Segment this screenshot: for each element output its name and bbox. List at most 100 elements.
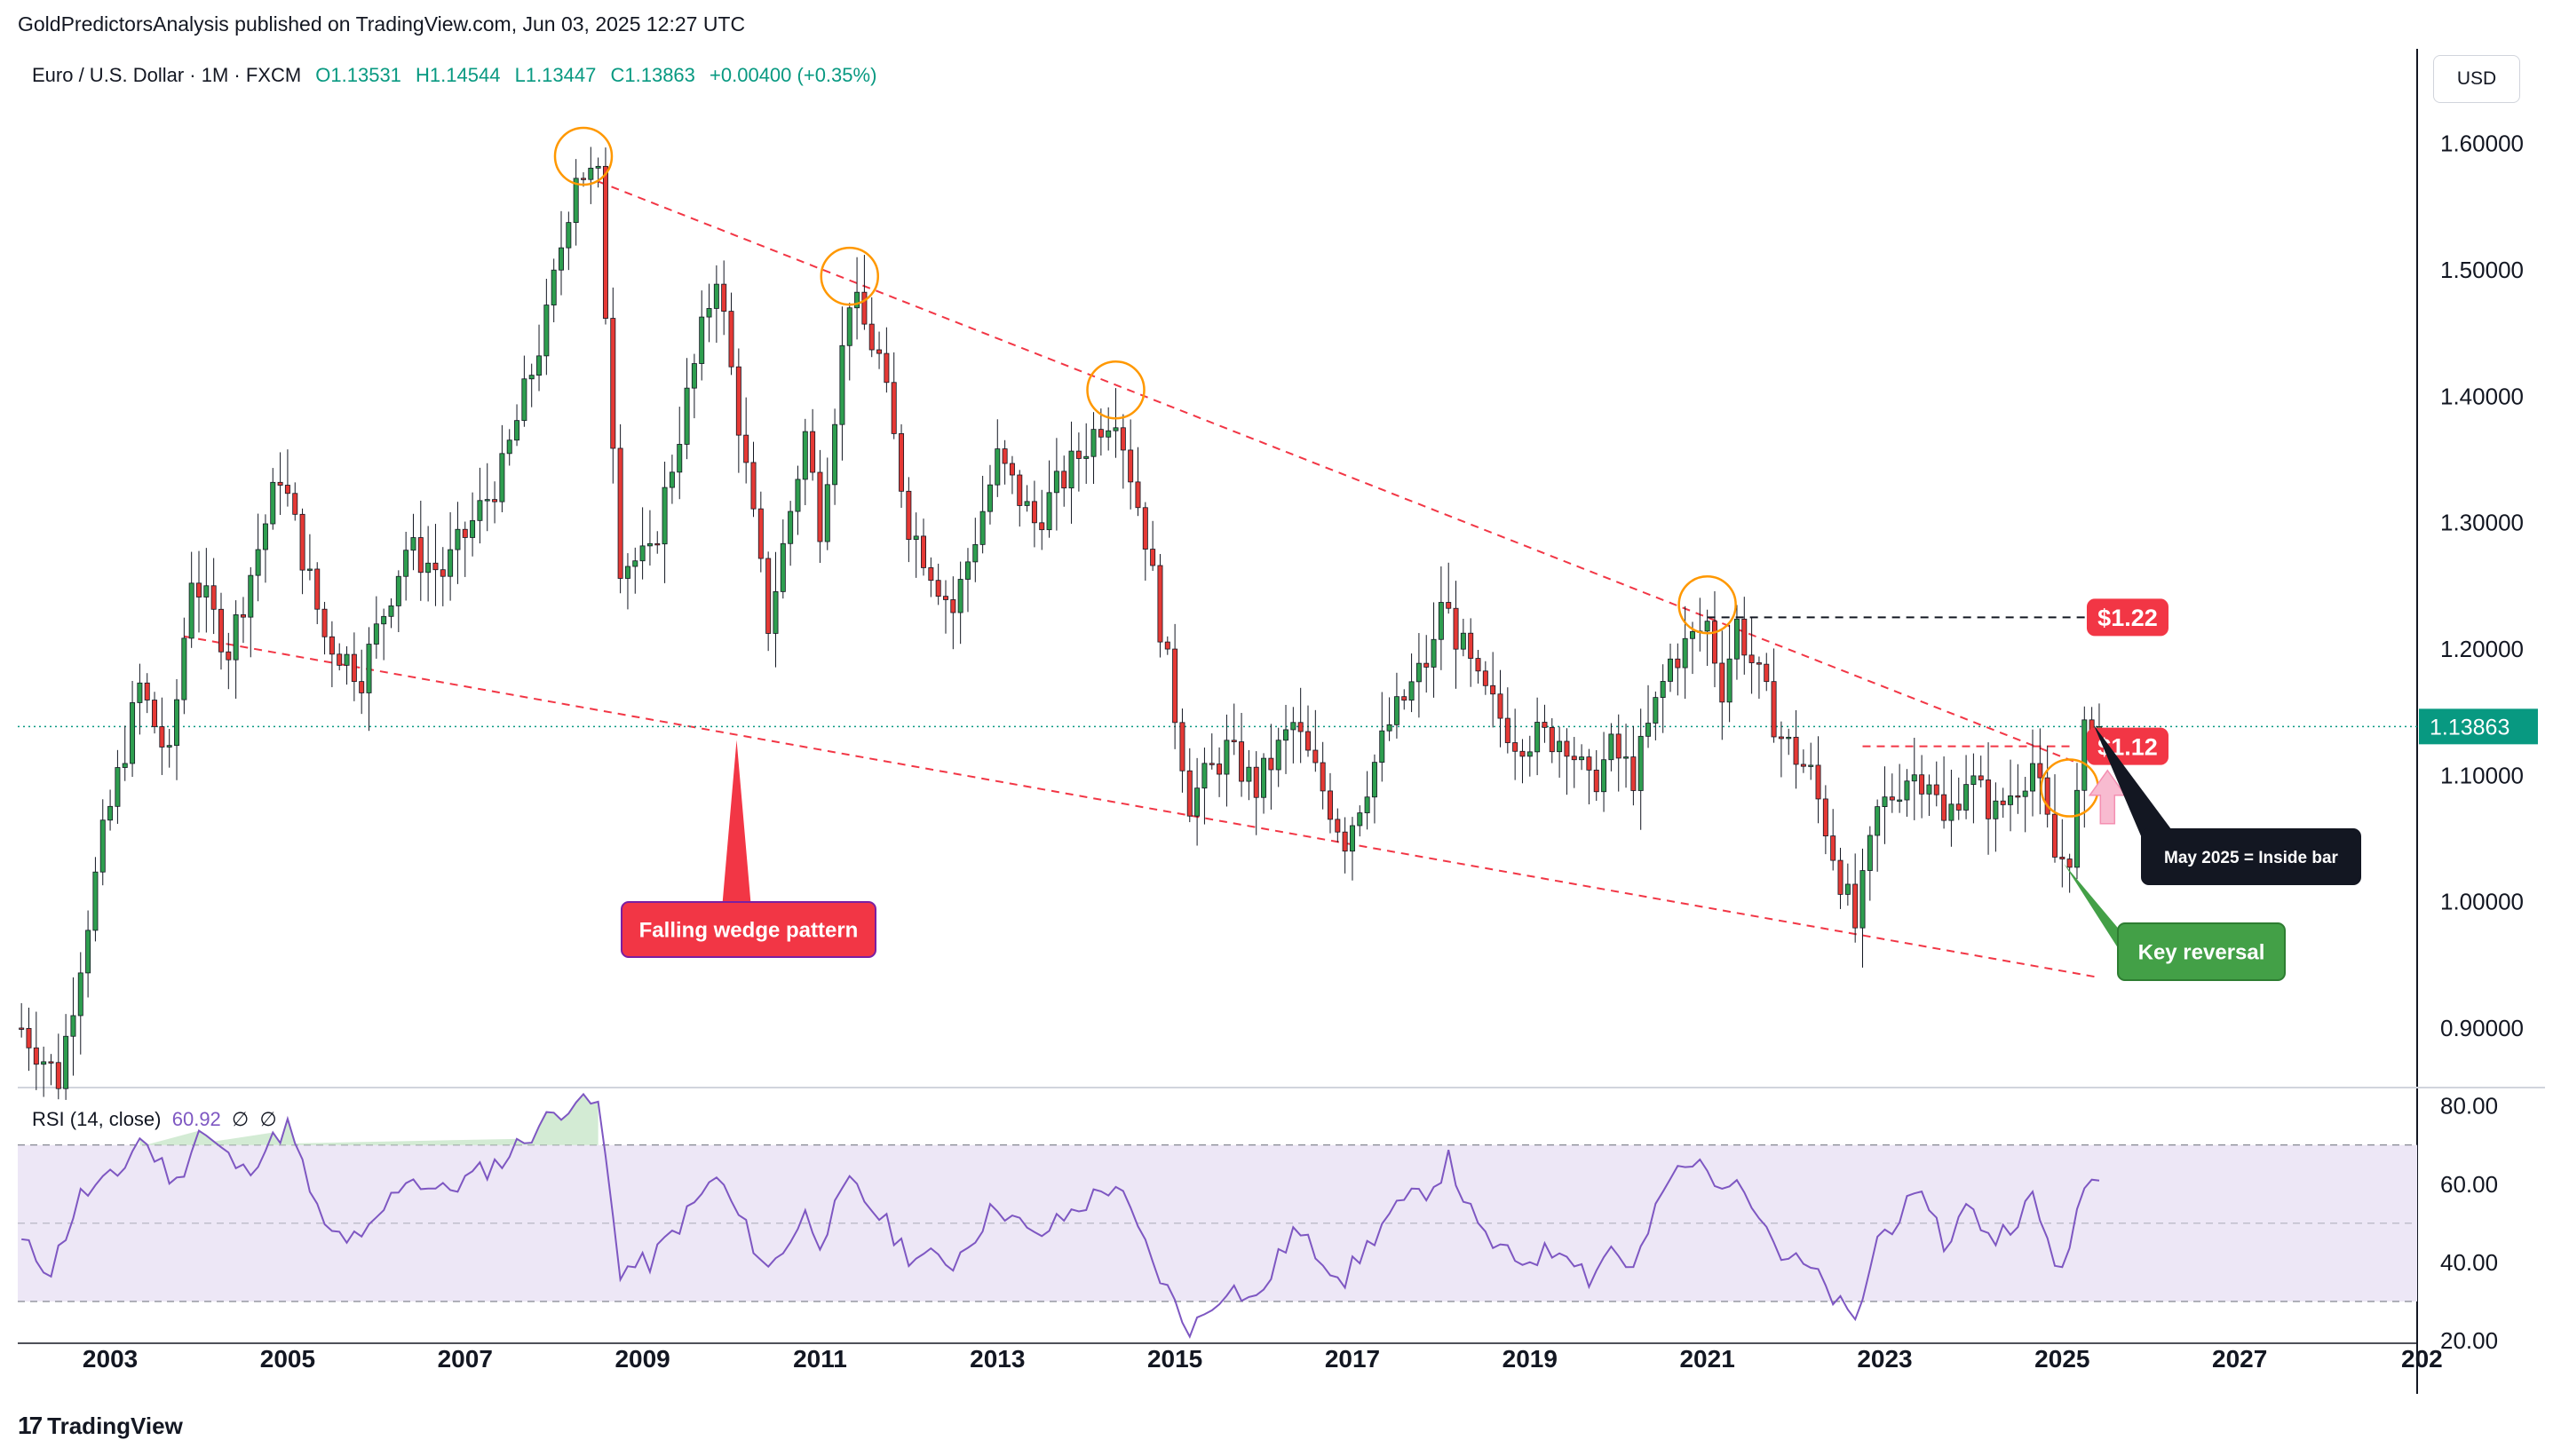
candle-body <box>1438 602 1444 640</box>
footer-branding[interactable]: 17 TradingView <box>18 1412 183 1440</box>
candle-body <box>773 590 779 634</box>
candle-body <box>1986 779 1992 819</box>
candle-body <box>1061 471 1067 489</box>
candle-body <box>581 178 586 180</box>
candle <box>1593 749 1599 802</box>
candle-body <box>1615 733 1621 759</box>
currency-button[interactable]: USD <box>2433 55 2520 103</box>
candle-body <box>735 366 741 436</box>
candle-body <box>1970 775 1977 786</box>
candle-body <box>1239 741 1245 782</box>
candle-body <box>484 499 490 502</box>
symbol-line: Euro / U.S. Dollar · 1M · FXCM O1.13531 … <box>32 64 876 87</box>
candle-body <box>1371 762 1377 798</box>
candle-body <box>1549 726 1555 753</box>
candle-body <box>344 653 350 666</box>
candle-body <box>832 423 838 486</box>
candle-body <box>1786 736 1792 740</box>
publisher-line: GoldPredictorsAnalysis published on Trad… <box>18 12 746 36</box>
candle <box>448 511 454 601</box>
candle-body <box>2037 763 2043 779</box>
candle-body <box>425 562 432 574</box>
wedge-lower-line <box>184 635 2100 979</box>
candle-body <box>1593 769 1599 793</box>
candle <box>506 429 512 466</box>
candle <box>410 513 416 571</box>
candle <box>1911 737 1917 820</box>
candle-body <box>1068 450 1074 489</box>
candle-body <box>854 291 860 309</box>
last-price-tag: 1.13863 <box>2419 708 2538 745</box>
rsi-tick-label: 80.00 <box>2440 1093 2498 1120</box>
time-tick-label: 2017 <box>1325 1345 1380 1373</box>
candle <box>1844 863 1851 906</box>
candle <box>1557 726 1563 778</box>
rsi-tick-label: 20.00 <box>2440 1327 2498 1354</box>
candle <box>928 557 934 597</box>
candle <box>248 566 254 658</box>
candle <box>152 692 158 734</box>
candle-body <box>1446 602 1452 609</box>
candle <box>2052 774 2058 863</box>
candle <box>240 597 246 644</box>
candle-body <box>913 535 919 541</box>
candle-body <box>410 537 416 551</box>
candle-body <box>654 542 661 546</box>
candle <box>455 502 461 584</box>
candle <box>906 477 912 563</box>
candle-body <box>299 513 305 571</box>
candle <box>1194 757 1201 846</box>
candle-body <box>1948 803 1954 821</box>
candle-body <box>19 1027 25 1030</box>
candle-body <box>499 453 505 502</box>
candle <box>624 553 630 610</box>
candle-body <box>70 1015 76 1037</box>
candle <box>1756 656 1762 700</box>
candle <box>1305 705 1311 757</box>
candle <box>1955 777 1962 820</box>
candle-body <box>995 448 1001 486</box>
candle <box>802 418 808 505</box>
candle-body <box>1875 806 1881 836</box>
rsi-value: 60.92 <box>171 1108 221 1130</box>
candle-body <box>1468 632 1474 659</box>
candle-body <box>196 582 202 597</box>
candle-body <box>1379 730 1385 764</box>
highlight-circle <box>553 126 614 186</box>
candle <box>1986 742 1992 855</box>
candle-body <box>1164 641 1170 650</box>
candle-body <box>1002 448 1008 464</box>
candle <box>1897 764 1903 813</box>
falling-wedge-label-text: Falling wedge pattern <box>639 919 859 943</box>
candle <box>1733 605 1740 680</box>
candle <box>1297 687 1304 764</box>
candle-body <box>1512 742 1518 752</box>
candle <box>846 302 852 381</box>
candle-body <box>891 382 897 434</box>
candle <box>2073 763 2080 880</box>
candle-body <box>455 528 461 550</box>
candle-body <box>1926 784 1932 795</box>
candle <box>765 551 772 652</box>
candle <box>1364 771 1370 830</box>
candle-body <box>1157 565 1163 643</box>
candle <box>395 570 401 633</box>
candle <box>1039 489 1045 550</box>
candle <box>1993 782 1999 852</box>
time-tick-label: 2027 <box>2212 1345 2267 1373</box>
candle <box>1675 643 1681 696</box>
candle <box>462 521 468 577</box>
candle-body <box>314 568 321 610</box>
candle-body <box>713 283 719 309</box>
candle-body <box>1217 764 1223 775</box>
last-price-tag-bg <box>2419 708 2538 745</box>
candle <box>359 649 365 715</box>
candle-body <box>1364 796 1370 813</box>
candle-body <box>492 499 498 502</box>
time-tick-label: 202 <box>2401 1345 2443 1373</box>
candle-body <box>337 653 343 666</box>
candle-body <box>1778 736 1784 740</box>
candle <box>440 547 446 606</box>
candle <box>721 260 727 336</box>
